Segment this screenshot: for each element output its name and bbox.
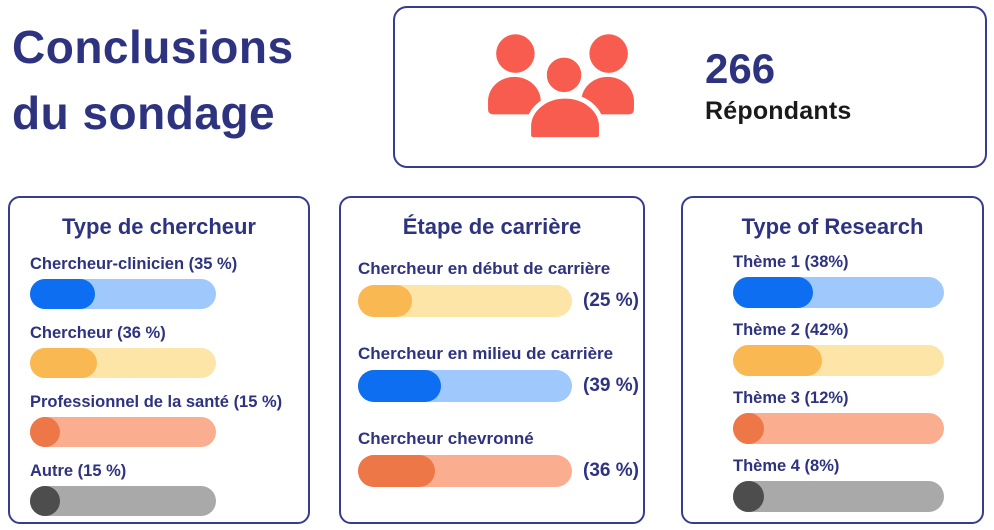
- bar-percent: (39 %): [583, 375, 639, 397]
- bar-track: [733, 277, 944, 309]
- bar-track: [30, 348, 216, 379]
- bar-track: [30, 417, 216, 448]
- bar-fill: [358, 370, 442, 403]
- bar-track: [30, 486, 216, 517]
- bar-label: Thème 3 (12%): [733, 389, 849, 408]
- bar-track: [733, 413, 944, 445]
- bar-row: Chercheur-clinicien (35 %): [30, 254, 308, 310]
- bar-row: Chercheur en milieu de carrière (39 %): [358, 343, 643, 403]
- bar-fill: [358, 285, 412, 318]
- bar-row: Chercheur (36 %): [30, 323, 308, 379]
- bar-label: Thème 4 (8%): [733, 457, 840, 476]
- card-etape-de-carriere: Étape de carrière Chercheur en début de …: [339, 196, 645, 524]
- page-title-line1: Conclusions: [12, 21, 294, 73]
- bar-label: Autre (15 %): [30, 462, 127, 481]
- bar-row: Autre (15 %): [30, 461, 308, 517]
- bar-track: [358, 370, 572, 403]
- bar-label: Chercheur-clinicien (35 %): [30, 255, 238, 274]
- people-group-icon: [485, 34, 637, 140]
- bar-percent: (25 %): [583, 290, 639, 312]
- bar-rows: Thème 1 (38%) Thème 2 (42%) Thème 3 (12%…: [683, 252, 982, 513]
- bar-fill: [358, 455, 436, 488]
- bar-track: [733, 345, 944, 377]
- bar-label: Thème 1 (38%): [733, 253, 849, 272]
- card-type-of-research: Type of Research Thème 1 (38%) Thème 2 (…: [681, 196, 984, 524]
- bar-row: Thème 3 (12%): [733, 388, 982, 445]
- respondents-count: 266: [705, 45, 776, 92]
- page-title: Conclusions du sondage: [12, 14, 294, 146]
- bar-row: Thème 4 (8%): [733, 456, 982, 513]
- bar-fill: [733, 277, 814, 309]
- bar-fill: [30, 279, 96, 310]
- bar-label: Chercheur (36 %): [30, 324, 166, 343]
- bar-label: Thème 2 (42%): [733, 321, 849, 340]
- bar-track: [358, 285, 572, 318]
- bar-line: (39 %): [358, 370, 643, 403]
- bar-fill: [733, 413, 764, 445]
- bar-label: Professionnel de la santé (15 %): [30, 393, 283, 412]
- card-type-de-chercheur: Type de chercheur Chercheur-clinicien (3…: [8, 196, 310, 524]
- bar-fill: [733, 345, 822, 377]
- bar-line: (36 %): [358, 455, 643, 488]
- bar-line: (25 %): [358, 285, 643, 318]
- bar-rows: Chercheur-clinicien (35 %) Chercheur (36…: [10, 254, 308, 517]
- bar-label: Chercheur en milieu de carrière: [358, 344, 614, 364]
- page-title-line2: du sondage: [12, 87, 276, 139]
- bar-label: Chercheur en début de carrière: [358, 259, 611, 279]
- card-title: Type of Research: [741, 214, 924, 239]
- bar-row: Professionnel de la santé (15 %): [30, 392, 308, 448]
- bar-label: Chercheur chevronné: [358, 429, 534, 449]
- bar-fill: [30, 486, 60, 517]
- card-title: Type de chercheur: [62, 214, 256, 239]
- bar-fill: [30, 417, 60, 448]
- bar-rows: Chercheur en début de carrière (25 %) Ch…: [341, 258, 643, 488]
- bar-row: Thème 2 (42%): [733, 320, 982, 377]
- bar-percent: (36 %): [583, 460, 639, 482]
- respondents-card: 266 Répondants: [393, 6, 987, 168]
- bar-row: Chercheur en début de carrière (25 %): [358, 258, 643, 318]
- bar-fill: [30, 348, 97, 379]
- respondents-text: 266 Répondants: [705, 48, 851, 126]
- bar-row: Thème 1 (38%): [733, 252, 982, 309]
- bar-track: [358, 455, 572, 488]
- bar-track: [30, 279, 216, 310]
- card-title: Étape de carrière: [402, 214, 582, 239]
- bar-row: Chercheur chevronné (36 %): [358, 428, 643, 488]
- bar-fill: [733, 481, 764, 513]
- respondents-label: Répondants: [705, 97, 852, 125]
- bar-track: [733, 481, 944, 513]
